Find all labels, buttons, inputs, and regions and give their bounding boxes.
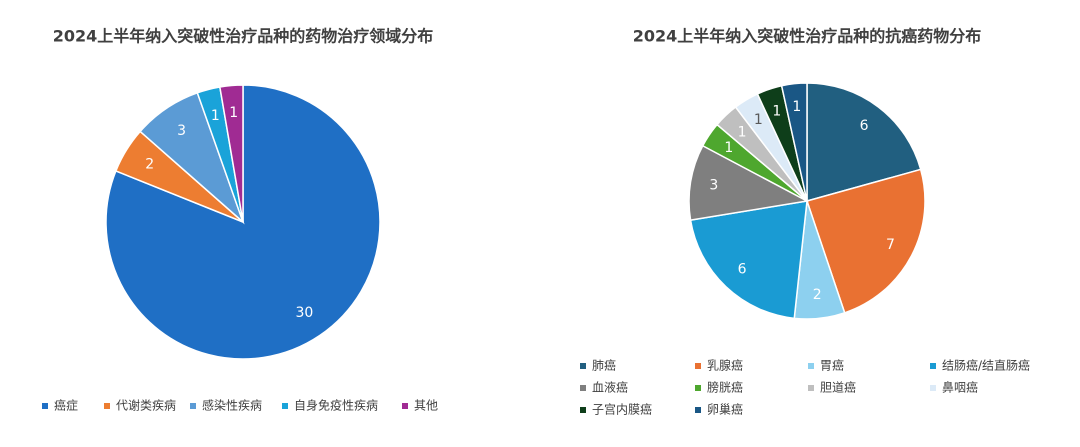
legend-marker	[930, 385, 936, 391]
legend-label: 血液癌	[592, 380, 628, 395]
pie-slice	[780, 82, 808, 202]
legend-label: 其他	[414, 399, 438, 413]
legend-label: 结肠癌/结直肠癌	[942, 358, 1030, 373]
legend-marker	[42, 403, 48, 409]
data-label: 1	[229, 105, 238, 121]
data-label: 2	[813, 287, 822, 303]
legend-marker	[695, 385, 701, 391]
legend-marker	[580, 407, 586, 413]
data-label: 1	[724, 140, 733, 156]
legend-label: 癌症	[54, 398, 78, 413]
legend-label: 胃癌	[820, 358, 844, 373]
legend-marker	[808, 385, 814, 391]
legend-label: 子宫内膜癌	[592, 402, 652, 417]
data-label: 3	[709, 178, 718, 194]
legend-marker	[402, 403, 408, 409]
legend-label: 胆道癌	[820, 380, 856, 395]
pie-slice	[688, 144, 810, 221]
data-label: 1	[738, 124, 747, 140]
data-label: 7	[886, 237, 895, 253]
pie-slice	[806, 168, 926, 314]
legend-marker	[580, 363, 586, 369]
data-label: 6	[738, 262, 747, 278]
data-label: 1	[211, 108, 220, 124]
legend-marker	[930, 363, 936, 369]
legend-label: 卵巢癌	[707, 402, 743, 417]
legend-label: 乳腺癌	[707, 358, 743, 373]
legend-label: 膀胱癌	[707, 380, 743, 395]
legend-label: 鼻咽癌	[942, 380, 978, 395]
legend-marker	[695, 407, 701, 413]
chart-title: 2024上半年纳入突破性治疗品种的抗癌药物分布	[633, 27, 982, 46]
legend-marker	[808, 363, 814, 369]
data-label: 1	[754, 112, 763, 128]
legend-label: 感染性疾病	[202, 398, 262, 413]
pie-slice	[689, 200, 808, 320]
chart-title: 2024上半年纳入突破性治疗品种的药物治疗领域分布	[53, 27, 434, 46]
legend-marker	[190, 403, 196, 409]
data-label: 3	[177, 123, 186, 139]
data-label: 6	[860, 118, 869, 134]
legend-marker	[282, 403, 288, 409]
data-label: 30	[295, 305, 313, 321]
pie-slice	[218, 84, 244, 223]
legend-marker	[104, 403, 110, 409]
legend-label: 肺癌	[592, 358, 616, 373]
pie-slice	[806, 82, 922, 202]
legend-marker	[580, 385, 586, 391]
legend-label: 代谢类疾病	[116, 398, 176, 413]
data-label: 2	[145, 157, 154, 173]
legend-marker	[695, 363, 701, 369]
data-label: 1	[772, 104, 781, 120]
data-label: 1	[792, 99, 801, 115]
legend-label: 自身免疫性疾病	[294, 398, 378, 413]
